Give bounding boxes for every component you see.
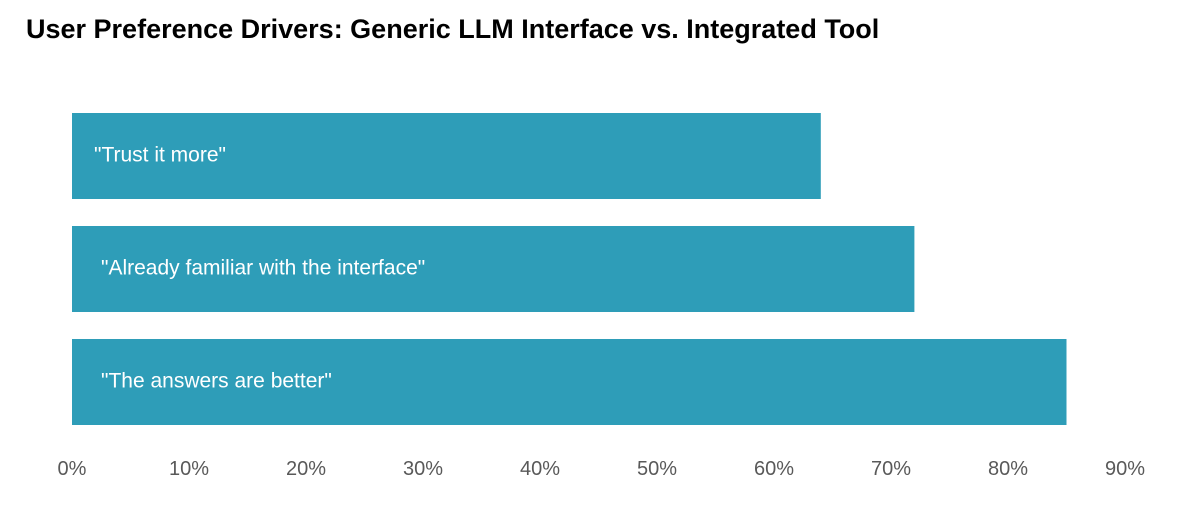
bars-layer <box>72 113 1067 425</box>
bar-1 <box>72 226 915 312</box>
bar-2 <box>72 339 1067 425</box>
x-tick-label-6: 60% <box>754 458 794 480</box>
x-tick-label-2: 20% <box>286 458 326 480</box>
x-tick-label-4: 40% <box>520 458 560 480</box>
x-tick-label-0: 0% <box>58 458 87 480</box>
bar-labels-layer: "Trust it more" "Already familiar with th… <box>94 144 425 393</box>
bar-label-0: "Trust it more" <box>94 144 226 167</box>
x-tick-label-5: 50% <box>637 458 677 480</box>
x-axis-ticks: 0% 10% 20% 30% 40% 50% 60% 70% 80% 90% <box>58 458 1146 480</box>
bar-0 <box>72 113 821 199</box>
x-tick-label-1: 10% <box>169 458 209 480</box>
x-tick-label-7: 70% <box>871 458 911 480</box>
bar-label-2: "The answers are better" <box>101 370 332 393</box>
bar-label-1: "Already familiar with the interface" <box>101 257 425 280</box>
x-tick-label-3: 30% <box>403 458 443 480</box>
x-tick-label-9: 90% <box>1105 458 1145 480</box>
x-tick-label-8: 80% <box>988 458 1028 480</box>
chart-title: User Preference Drivers: Generic LLM Int… <box>26 14 880 44</box>
